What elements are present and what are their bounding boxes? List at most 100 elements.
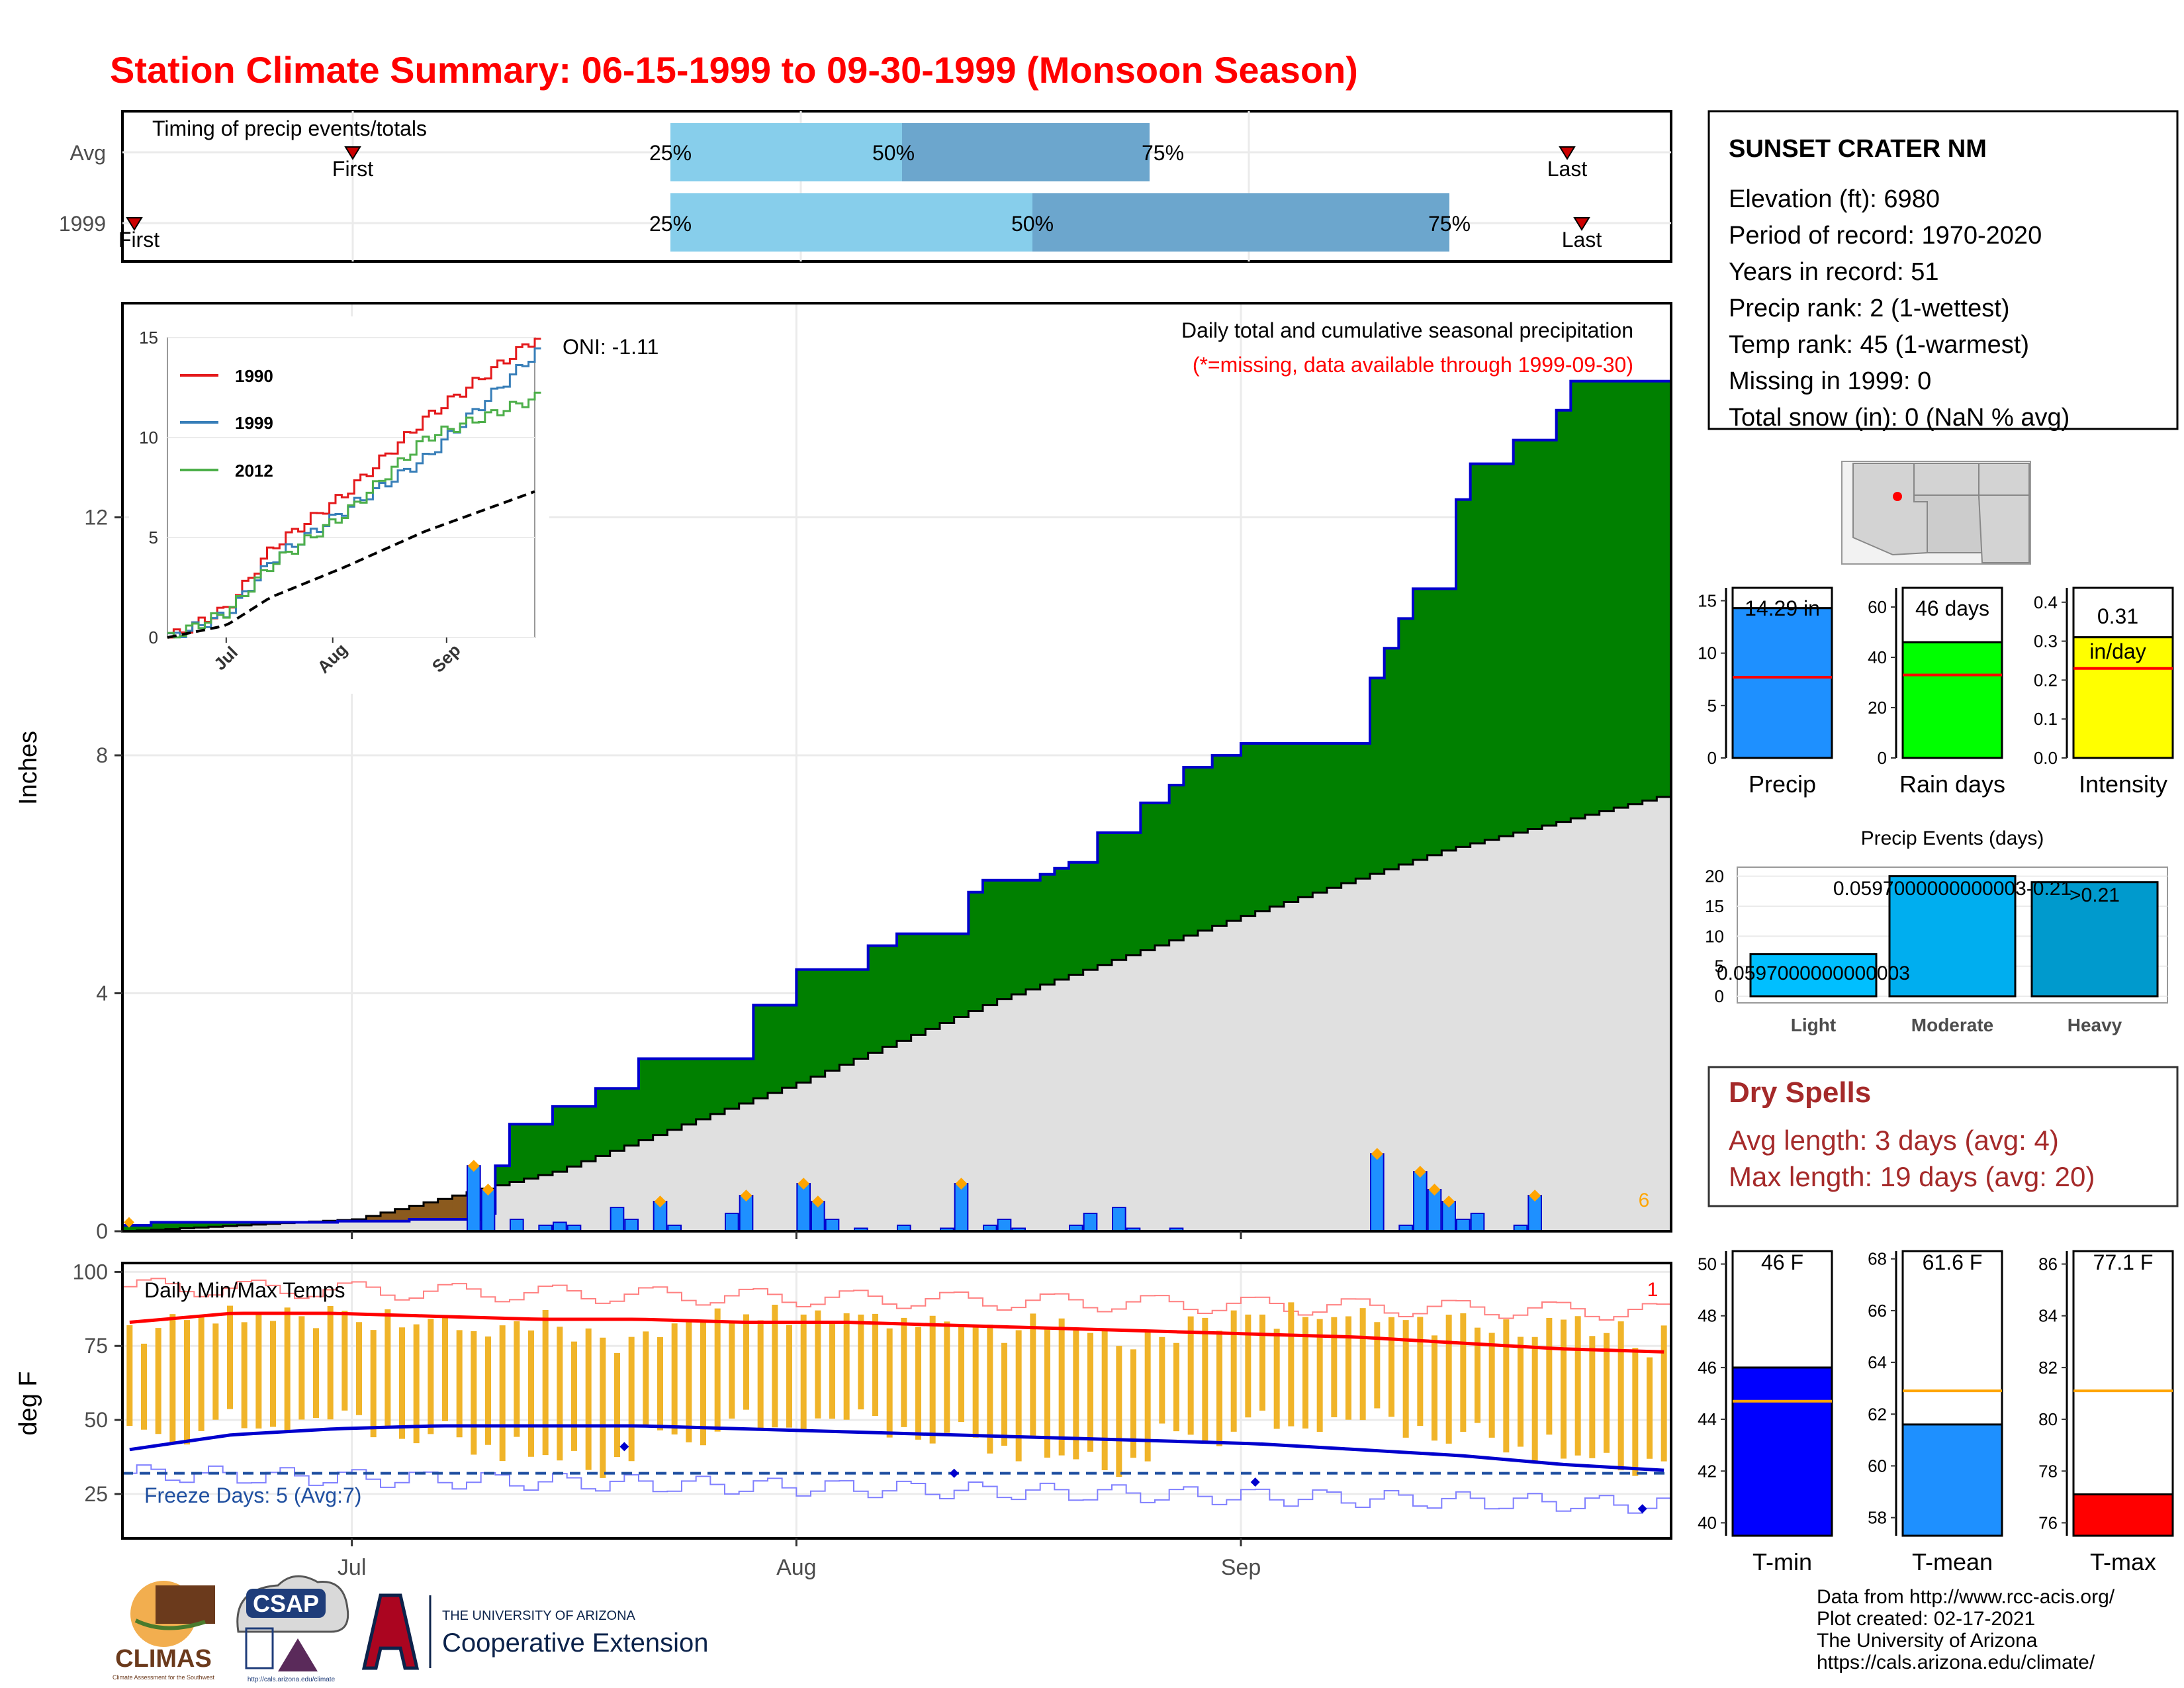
temp-xtick-label-2: Sep: [1221, 1555, 1261, 1580]
station-name: SUNSET CRATER NM: [1729, 135, 1987, 163]
precip-mini-tick-3: 15: [1698, 591, 1717, 611]
surplus-area: [510, 1124, 525, 1182]
intensity-mini-tick-0: 0.0: [2034, 748, 2058, 768]
surplus-area: [1341, 743, 1356, 884]
surplus-area: [1441, 588, 1457, 851]
climas-subtitle: Climate Assessment for the Southwest: [113, 1674, 215, 1681]
timing-panel: Timing of precip events/totals Avg 1999 …: [59, 110, 1672, 263]
surplus-area: [1456, 499, 1471, 847]
daily-max-marker: [740, 1190, 752, 1202]
temp-y-axis-label: deg F: [15, 1371, 42, 1435]
surplus-area: [897, 933, 912, 1041]
surplus-area: [782, 1005, 797, 1088]
intensity-mini-tick-1: 0.1: [2034, 709, 2058, 729]
csap-logo: CSAP http://cals.arizona.edu/climate: [236, 1575, 349, 1683]
y1999-pct-50: 50%: [1011, 212, 1054, 236]
station-temp-rank: Temp rank: 45 (1-warmest): [1729, 331, 2029, 359]
tmax-tick-2: 80: [2038, 1409, 2058, 1429]
inset-ytick-0: 0: [149, 628, 158, 647]
surplus-area: [1183, 767, 1199, 936]
surplus-area: [1614, 381, 1629, 808]
surplus-area: [1542, 440, 1557, 826]
inset-legend-1990: 1990: [235, 366, 273, 386]
surplus-area: [1040, 874, 1055, 985]
main-ytick-label-0: 0: [96, 1219, 108, 1243]
surplus-area: [567, 1106, 582, 1167]
events-cat-heavy: Heavy: [2068, 1015, 2122, 1035]
events-ytick-1: 5: [1715, 957, 1724, 976]
tmax-tick-5: 86: [2038, 1254, 2058, 1274]
csap-wordmark: CSAP: [253, 1590, 319, 1617]
temp-xtick-label-0: Jul: [338, 1555, 366, 1580]
temp-x-ticks: Jul Aug Sep: [338, 1538, 1261, 1580]
surplus-area: [854, 969, 869, 1059]
main-chart-caption: Daily total and cumulative seasonal prec…: [1181, 318, 1633, 342]
avg-last-label: Last: [1547, 157, 1588, 181]
tmin-bar: [1731, 1366, 1833, 1537]
daily-max-marker: [811, 1196, 824, 1208]
surplus-area: [1083, 862, 1098, 970]
surplus-area: [811, 969, 826, 1077]
surplus-area: [1069, 862, 1084, 975]
surplus-area: [796, 969, 811, 1083]
tmax-bar-label: T-max: [2090, 1548, 2156, 1575]
temperature-chart: 25 50 75 100 deg F Daily Min/Max Temps 1 Fr…: [15, 1260, 1672, 1580]
daily-precip-bar: [997, 1219, 1012, 1232]
surplus-area: [1054, 868, 1069, 980]
surplus-area: [1097, 832, 1113, 965]
footer-created: Plot created: 02-17-2021: [1817, 1608, 2035, 1630]
daily-precip-bar: [1370, 1153, 1385, 1232]
csap-url: http://cals.arizona.edu/climate: [248, 1676, 336, 1683]
y1999-first-marker: [126, 217, 143, 231]
timing-title: Timing of precip events/totals: [152, 117, 427, 140]
temp-corner-count: 1: [1647, 1279, 1659, 1301]
station-location-dot: [1893, 492, 1902, 501]
surplus-area: [1026, 880, 1041, 990]
surplus-area: [1112, 832, 1127, 961]
main-ytick-label-3: 12: [84, 506, 108, 530]
daily-max-marker: [955, 1178, 968, 1190]
daily-max-marker: [467, 1160, 480, 1172]
daily-precip-bar: [954, 1183, 969, 1232]
surplus-area: [495, 1166, 510, 1186]
events-title: Precip Events (days): [1861, 827, 2044, 849]
temp-ytick-label-1: 50: [84, 1408, 108, 1432]
surplus-area: [581, 1106, 596, 1162]
surplus-area: [1140, 802, 1156, 951]
freeze-day-marker-1: [949, 1468, 959, 1478]
surplus-area: [1298, 743, 1313, 898]
avg-q1-bar: [670, 123, 902, 181]
tmin-tick-3: 46: [1698, 1358, 1717, 1378]
events-ytick-2: 10: [1705, 926, 1724, 946]
surplus-area: [639, 1058, 654, 1141]
surplus-area: [624, 1088, 639, 1146]
daily-precip-bar: [1083, 1213, 1098, 1232]
station-elevation: Elevation (ft): 6980: [1729, 185, 1940, 213]
tmin-tick-2: 44: [1698, 1409, 1717, 1429]
daily-precip-bar: [610, 1207, 625, 1232]
deficit-area: [452, 1196, 467, 1220]
missing-note: (*=missing, data available through 1999-…: [1193, 353, 1633, 377]
y1999-pct-75: 75%: [1428, 212, 1471, 236]
surplus-area: [739, 1058, 754, 1104]
surplus-area: [1312, 743, 1328, 893]
intensity-value-label: 0.31: [2097, 604, 2138, 628]
intensity-mini-bar: 0.0 0.1 0.2 0.3 0.4: [2034, 586, 2174, 768]
freeze-day-marker-3: [1637, 1504, 1647, 1514]
main-ytick-label-1: 4: [96, 982, 108, 1006]
tmin-bar-chart: 40 42 44 46 48 50: [1698, 1250, 1833, 1537]
surplus-area: [667, 1058, 682, 1130]
raindays-mini-tick-2: 40: [1868, 647, 1887, 667]
daily-max-marker: [482, 1184, 494, 1196]
surplus-area: [839, 969, 854, 1065]
precip-mini-tick-1: 5: [1707, 696, 1717, 716]
tmin-bar-label: T-min: [1752, 1548, 1812, 1575]
daily-max-marker: [1529, 1190, 1541, 1202]
temp-gridlines: [122, 1263, 1671, 1538]
daily-max-marker: [1414, 1166, 1426, 1178]
precip-bar-label: Precip: [1749, 771, 1816, 798]
tmin-tick-0: 40: [1698, 1513, 1717, 1532]
events-light-range: 0.0597000000000003: [1717, 962, 1910, 984]
intensity-mini-bar: [2072, 636, 2174, 759]
